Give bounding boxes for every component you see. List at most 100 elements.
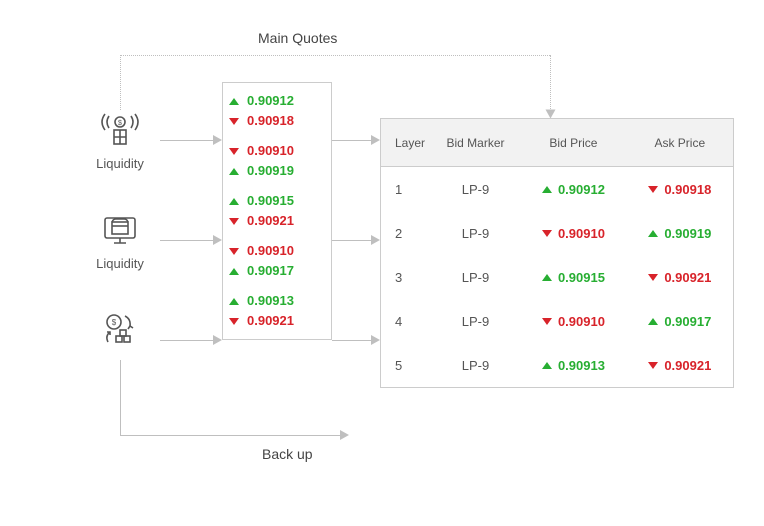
up-triangle-icon [542,186,552,193]
quote-pair: 0.909120.90918 [229,91,325,131]
cell-bid: 0.90915 [520,270,626,285]
cell-marker: LP-9 [431,358,520,373]
price-value: 0.90913 [558,358,605,373]
svg-text:$: $ [112,318,117,327]
connector [120,360,121,435]
table-row: 1LP-9 0.90912 0.90918 [381,167,733,211]
connector [160,140,213,141]
quote-value: 0.90919 [247,161,294,181]
cell-marker: LP-9 [431,226,520,241]
arrow-icon [213,135,222,145]
table-row: 3LP-9 0.90915 0.90921 [381,255,733,299]
liquidity-source-3: $ [80,310,160,356]
connector [332,240,371,241]
connector [120,435,340,436]
down-triangle-icon [648,362,658,369]
cell-ask: 0.90919 [627,226,733,241]
up-triangle-icon [229,198,239,205]
quote-value: 0.90917 [247,261,294,281]
quote-row: 0.90921 [229,311,325,331]
quote-row: 0.90912 [229,91,325,111]
up-triangle-icon [229,268,239,275]
cell-layer: 4 [381,314,431,329]
price-value: 0.90921 [664,358,711,373]
cell-bid: 0.90913 [520,358,626,373]
cell-layer: 2 [381,226,431,241]
down-triangle-icon [542,230,552,237]
price-value: 0.90912 [558,182,605,197]
liquidity-source-1: $ Liquidity [80,110,160,171]
up-triangle-icon [229,168,239,175]
down-triangle-icon [229,248,239,255]
dotted-connector [120,55,550,56]
col-header-layer: Layer [381,136,431,150]
source-label: Liquidity [80,156,160,171]
connector [332,340,371,341]
down-triangle-icon [648,186,658,193]
price-value: 0.90910 [558,226,605,241]
cell-layer: 1 [381,182,431,197]
connector [332,140,371,141]
price-value: 0.90921 [664,270,711,285]
price-value: 0.90917 [664,314,711,329]
cell-marker: LP-9 [431,270,520,285]
quote-table: Layer Bid Marker Bid Price Ask Price 1LP… [380,118,734,388]
backup-title: Back up [262,446,313,462]
down-triangle-icon [229,148,239,155]
connector [160,340,213,341]
quote-value: 0.90915 [247,191,294,211]
quote-value: 0.90912 [247,91,294,111]
dotted-connector [550,55,551,113]
dotted-connector [120,55,121,110]
quote-pair: 0.909130.90921 [229,291,325,331]
liquidity-source-2: Liquidity [80,210,160,271]
quote-value: 0.90921 [247,311,294,331]
price-value: 0.90918 [664,182,711,197]
arrow-icon [213,335,222,345]
cell-bid: 0.90910 [520,314,626,329]
up-triangle-icon [542,274,552,281]
cell-bid: 0.90912 [520,182,626,197]
arrow-icon [340,430,349,440]
quote-column: 0.909120.909180.909100.909190.909150.909… [222,82,332,340]
arrow-icon [213,235,222,245]
table-header: Layer Bid Marker Bid Price Ask Price [381,119,733,167]
quote-row: 0.90919 [229,161,325,181]
down-triangle-icon [648,274,658,281]
quote-row: 0.90910 [229,241,325,261]
quote-row: 0.90917 [229,261,325,281]
down-triangle-icon [542,318,552,325]
arrow-icon [371,135,380,145]
cell-marker: LP-9 [431,314,520,329]
quote-row: 0.90921 [229,211,325,231]
up-triangle-icon [229,298,239,305]
cell-ask: 0.90918 [627,182,733,197]
down-triangle-icon [229,318,239,325]
table-row: 4LP-9 0.90910 0.90917 [381,299,733,343]
table-row: 5LP-90.909130.90921 [381,343,733,387]
cell-bid: 0.90910 [520,226,626,241]
cell-layer: 3 [381,270,431,285]
quote-row: 0.90913 [229,291,325,311]
connector [160,240,213,241]
svg-text:$: $ [118,120,122,127]
price-value: 0.90910 [558,314,605,329]
cell-marker: LP-9 [431,182,520,197]
up-triangle-icon [648,318,658,325]
quote-value: 0.90921 [247,211,294,231]
main-quotes-title: Main Quotes [258,30,337,46]
table-body: 1LP-90.909120.909182LP-90.909100.909193L… [381,167,733,387]
down-triangle-icon [229,218,239,225]
price-value: 0.90915 [558,270,605,285]
cell-ask: 0.90921 [627,270,733,285]
up-triangle-icon [542,362,552,369]
table-row: 2LP-9 0.90910 0.90919 [381,211,733,255]
quote-pair: 0.909100.90917 [229,241,325,281]
arrow-icon [371,235,380,245]
quote-row: 0.90918 [229,111,325,131]
quote-value: 0.90913 [247,291,294,311]
cell-ask: 0.90917 [627,314,733,329]
quote-pair: 0.909150.90921 [229,191,325,231]
up-triangle-icon [229,98,239,105]
col-header-bid: Bid Price [520,136,626,150]
